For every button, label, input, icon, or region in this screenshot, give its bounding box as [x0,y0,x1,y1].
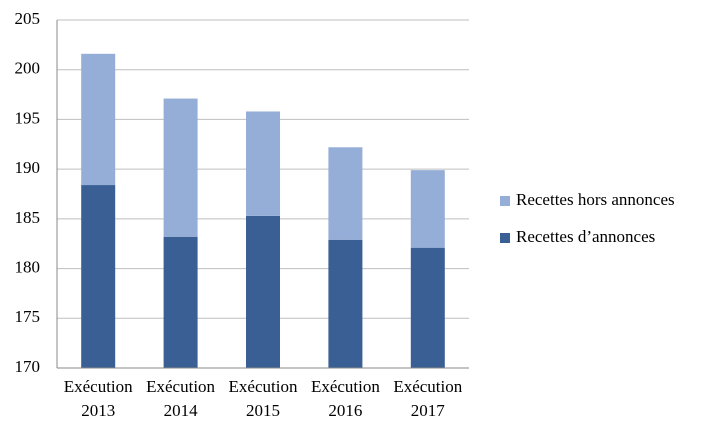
y-tick-label: 190 [15,158,41,177]
y-tick-label: 205 [15,9,41,28]
legend-swatch [500,233,510,243]
bar-segment [410,247,445,368]
x-tick-label: Exécution 2016 [311,377,380,420]
y-tick-label: 175 [15,307,41,326]
y-tick-label: 185 [15,208,41,227]
bar-segment [246,111,280,216]
bar-segment [163,236,198,368]
bar-segment [246,215,280,368]
y-tick-label: 180 [15,257,41,276]
legend-label: Recettes hors annonces [516,190,675,209]
y-tick-label: 195 [15,108,41,127]
bar-segment [410,170,445,248]
y-tick-label: 170 [15,357,41,376]
bar-segment [328,147,363,240]
legend-swatch [500,196,510,206]
x-tick-label: Exécution 2015 [229,377,298,420]
bar-segment [163,98,198,237]
legend-label: Recettes d’annonces [516,227,655,246]
x-tick-label: Exécution 2014 [146,377,215,420]
bar-segment [81,53,116,186]
x-tick-label: Exécution 2017 [393,377,462,420]
bar-segment [81,185,116,368]
y-tick-label: 200 [15,59,41,78]
bar-segment [328,239,363,368]
x-tick-label: Exécution 2013 [64,377,133,420]
